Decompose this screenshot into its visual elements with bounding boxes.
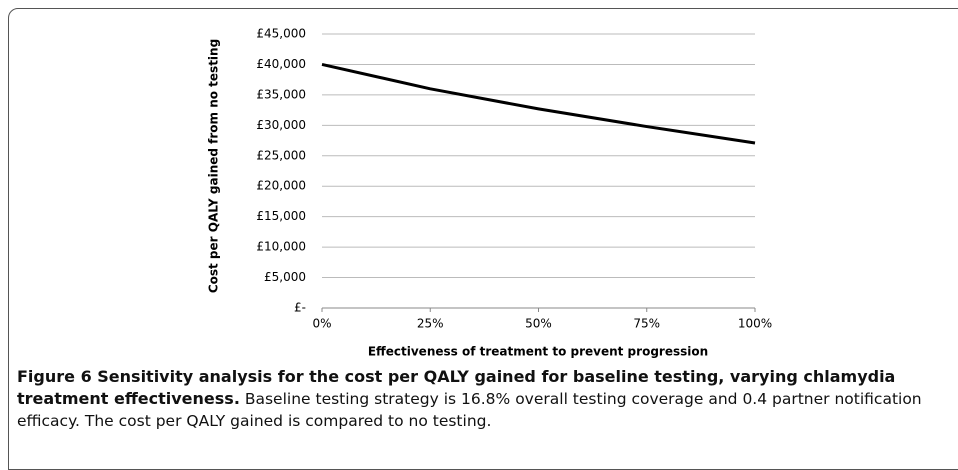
- y-tick-label: £15,000: [256, 209, 306, 223]
- y-tick-label: £5,000: [264, 270, 306, 284]
- y-tick-label: £10,000: [256, 240, 306, 254]
- page: Effectiveness of treatment to prevent pr…: [8, 8, 958, 470]
- x-tick-label: 100%: [738, 317, 772, 331]
- y-tick-label: £30,000: [256, 118, 306, 132]
- chart: Effectiveness of treatment to prevent pr…: [207, 27, 773, 359]
- y-tick-label: £25,000: [256, 148, 306, 162]
- x-tick-label: 50%: [525, 317, 552, 331]
- caption-text: Baseline testing strategy is 16.8% overa…: [17, 390, 922, 430]
- data-line: [321, 62, 756, 145]
- caption: Figure 6 Sensitivity analysis for the co…: [17, 366, 947, 432]
- x-tick-label: 0%: [312, 317, 331, 331]
- y-tick-label: £40,000: [256, 57, 306, 71]
- y-tick-label: £-: [294, 301, 306, 315]
- x-axis-label: Effectiveness of treatment to prevent pr…: [368, 345, 708, 359]
- y-tick-label: £35,000: [256, 87, 306, 101]
- y-tick-label: £45,000: [256, 27, 306, 41]
- x-tick-label: 25%: [417, 317, 444, 331]
- y-tick-label: £20,000: [256, 179, 306, 193]
- caption-title: Figure 6 Sensitivity analysis for the co…: [17, 367, 896, 408]
- x-tick-label: 75%: [633, 317, 660, 331]
- y-axis-label: Cost per QALY gained from no testing: [207, 39, 221, 293]
